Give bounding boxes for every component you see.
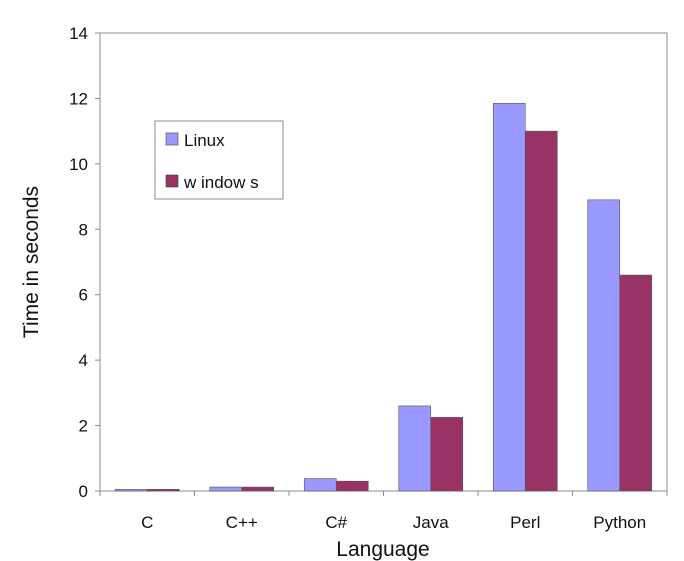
y-tick-label-7: 14 [69,24,88,43]
legend-label-linux: Linux [184,131,225,150]
y-tick-label-0: 0 [79,482,88,501]
bar-series-0-perl [492,103,526,492]
bar-series-1-perl [524,130,558,492]
y-axis: 0 2 4 6 8 10 12 14 [69,24,100,501]
bar-series-1-c [241,486,275,492]
bars [114,103,653,492]
x-axis: C C++ C# Java Perl Python [99,491,668,532]
y-tick-label-5: 10 [69,155,88,174]
x-tick-label-perl: Perl [510,513,540,532]
legend-swatch-linux [165,132,179,146]
x-tick-label-c: C++ [226,513,258,532]
y-tick-label-3: 6 [79,286,88,305]
x-tick-label-c: C [141,513,153,532]
y-tick-label-2: 4 [79,351,88,370]
bar-series-1-java [430,417,464,492]
y-axis-title: Time in seconds [20,186,43,338]
bar-series-0-c [114,489,148,492]
plot-area [99,32,668,492]
legend: Linux w indow s [154,120,284,200]
y-tick-label-6: 12 [69,89,88,108]
bar-series-0-c [303,478,337,492]
legend-swatch-windows [165,174,179,188]
y-tick-label-1: 2 [79,417,88,436]
bar-series-1-c [146,489,180,492]
bar-series-0-python [587,199,621,492]
legend-label-windows: w indow s [183,173,259,192]
bar-series-0-c [209,486,243,492]
bar-series-0-java [398,405,432,492]
y-tick-label-4: 8 [79,220,88,239]
bar-series-1-python [619,274,653,492]
x-tick-label-java: Java [413,513,449,532]
bar-series-1-c [335,480,369,492]
x-tick-label-python: Python [593,513,646,532]
x-tick-label-c: C# [325,513,347,532]
x-axis-title: Language [336,538,429,561]
